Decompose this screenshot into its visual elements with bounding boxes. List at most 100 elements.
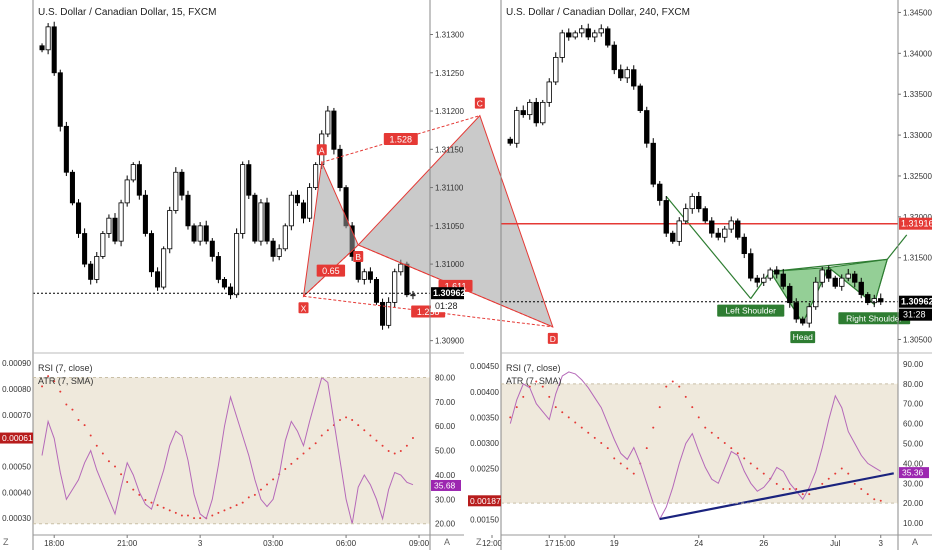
candle-down [380, 301, 386, 326]
right-chart[interactable]: Left Shoulder Head Right Shoulder 1.34500 1… [468, 0, 932, 550]
candle-up [161, 248, 167, 288]
atr-tick-label: 0.00400 [470, 388, 499, 397]
right-z-label[interactable]: Z [476, 537, 482, 547]
left-indicator-plot [41, 375, 414, 524]
atr-dot [853, 482, 856, 485]
left-chart-title: U.S. Dollar / Canadian Dollar, 15, FXCM [38, 7, 216, 18]
candle-down [650, 142, 656, 185]
atr-dot [217, 511, 220, 514]
candle-down [605, 28, 611, 46]
candle-up [689, 195, 695, 210]
left-a-label[interactable]: A [444, 537, 450, 547]
atr-dot [375, 439, 378, 442]
candle-up [288, 194, 294, 227]
point-label-bg [547, 332, 558, 344]
candle-up [276, 248, 282, 257]
atr-dot [515, 406, 518, 409]
candle-down [228, 286, 234, 296]
candle-up [598, 28, 604, 34]
left-atr-tag: 0.00061 [0, 432, 33, 444]
rsi-tick-label: 30.00 [903, 479, 924, 488]
atr-dot [120, 473, 123, 476]
candle-up [559, 32, 565, 58]
candle-up [100, 233, 106, 257]
candle-up [813, 281, 819, 308]
atr-dot [704, 426, 707, 429]
candle-up [540, 101, 546, 124]
atr-dot [548, 395, 551, 398]
atr-tick-label: 0.00030 [2, 514, 31, 523]
right-resistance-tag-text: 1.31916 [901, 219, 932, 229]
atr-dot [326, 429, 329, 432]
candle-up [806, 306, 812, 324]
candle-down [69, 171, 75, 204]
atr-dot [788, 488, 791, 491]
candle-down [748, 253, 754, 279]
ratio-label: 1.611 [445, 281, 467, 291]
candle-down [585, 28, 591, 38]
atr-dot [723, 441, 726, 444]
atr-dot [405, 444, 408, 447]
atr-dot [684, 395, 687, 398]
time-tick-label: 3 [198, 539, 203, 548]
rsi-tick-label: 50.00 [903, 440, 924, 449]
candle-down [57, 72, 63, 127]
left-z-label[interactable]: Z [3, 537, 9, 547]
atr-dot [126, 480, 129, 483]
atr-dot [665, 385, 668, 388]
atr-dot [59, 390, 62, 393]
atr-dot [314, 442, 317, 445]
atr-dot [290, 462, 293, 465]
atr-tick-label: 0.00090 [2, 359, 31, 368]
atr-dot [652, 426, 655, 429]
atr-dot [645, 447, 648, 450]
time-tick-label: 15:00 [555, 539, 576, 548]
candle-down [155, 271, 161, 288]
left-candles [39, 21, 416, 330]
rsi-tick-label: 80.00 [903, 380, 924, 389]
atr-dot [357, 424, 360, 427]
hs-label: Right Shoulder [846, 313, 902, 323]
hs-breakout [886, 234, 908, 260]
price-tick-label: 1.31050 [435, 222, 464, 231]
atr-dot [114, 465, 117, 468]
candle-up [572, 32, 578, 38]
atr-dot [138, 493, 141, 496]
atr-dot [775, 482, 778, 485]
atr-dot [95, 444, 98, 447]
atr-tick-label: 0.00300 [470, 439, 499, 448]
time-tick-label: 18:00 [44, 539, 65, 548]
rsi-trendline[interactable] [659, 472, 894, 521]
atr-dot [253, 493, 256, 496]
hs-entry-line [665, 196, 752, 299]
right-a-label[interactable]: A [912, 537, 918, 547]
ratio-label: 0.65 [322, 266, 340, 276]
price-tick-label: 1.31100 [435, 184, 464, 193]
atr-dot [743, 457, 746, 460]
atr-dot [89, 434, 92, 437]
right-resistance-tag: 1.31916 [899, 217, 932, 230]
left-xabcd-pattern[interactable]: 1.528 0.65 1.611 1.258 X A B C D [298, 97, 558, 344]
right-atr-tag-text: 0.00187 [470, 496, 501, 506]
candle-up [527, 101, 533, 116]
atr-dot [351, 418, 354, 421]
price-tick-label: 1.34500 [903, 8, 932, 17]
price-tick-label: 1.31300 [435, 30, 464, 39]
atr-dot [399, 449, 402, 452]
hs-label: Head [793, 332, 814, 342]
atr-dot [509, 416, 512, 419]
point-label-bg [298, 302, 309, 314]
candle-up [361, 271, 367, 280]
rsi-tick-label: 30.00 [435, 495, 456, 504]
rsi-tick-label: 50.00 [435, 447, 456, 456]
atr-dot [284, 468, 287, 471]
atr-dot [554, 406, 557, 409]
candle-up [392, 271, 398, 303]
hs-label: Left Shoulder [725, 306, 776, 316]
right-candles [507, 23, 884, 328]
atr-tick-label: 0.00150 [470, 516, 499, 525]
candle-up [313, 164, 319, 188]
rsi-tick-label: 20.00 [903, 499, 924, 508]
